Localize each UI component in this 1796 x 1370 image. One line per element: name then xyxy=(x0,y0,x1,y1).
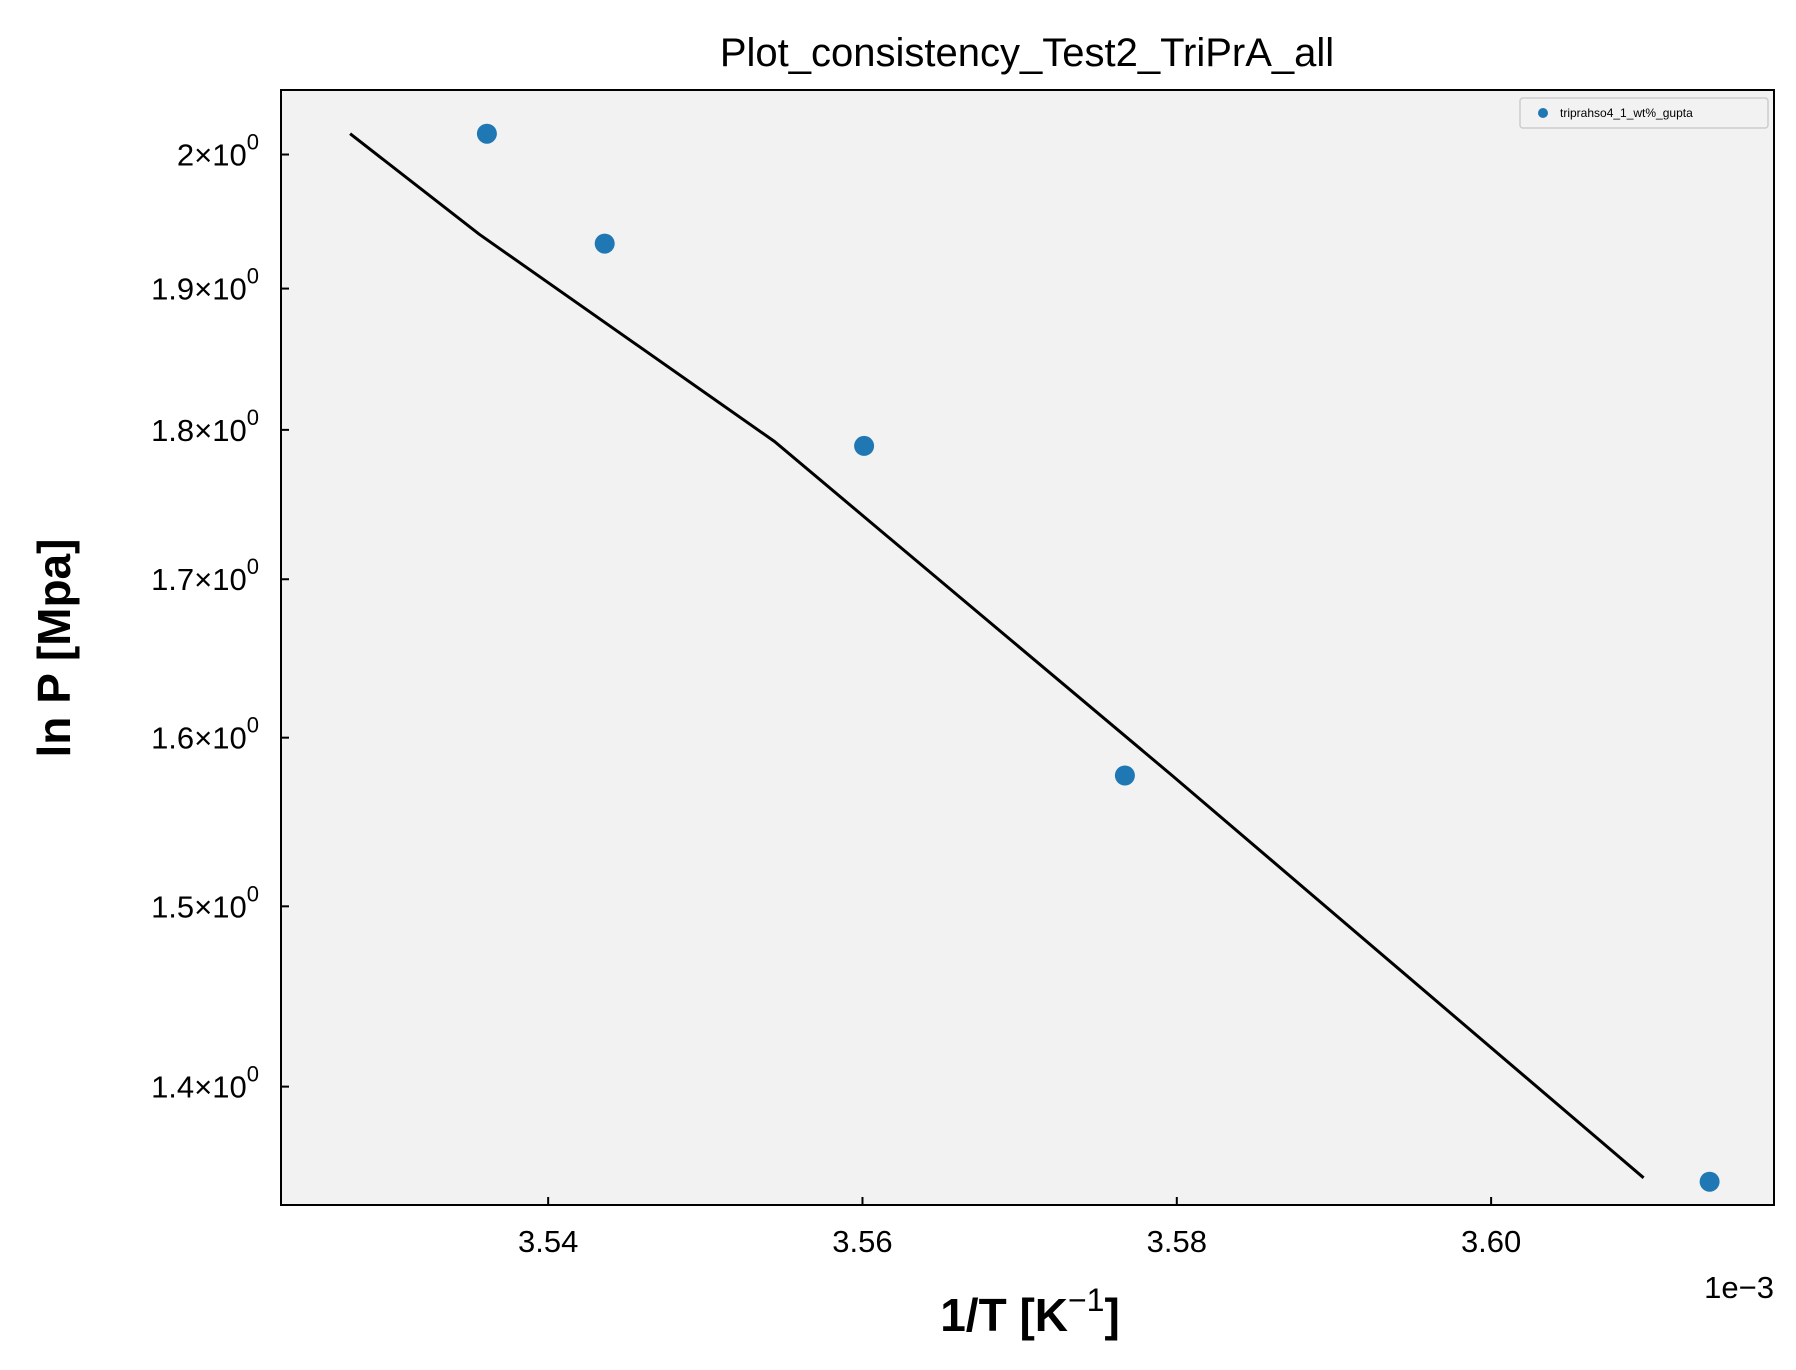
legend: triprahso4_1_wt%_gupta xyxy=(1519,97,1769,129)
x-axis-label-superscript: −1 xyxy=(1068,1282,1104,1318)
y-tick-label: 2×100 xyxy=(177,130,259,173)
y-tick-label: 1.5×100 xyxy=(151,881,259,924)
x-offset-label: 1e−3 xyxy=(1704,1270,1774,1305)
x-tick-label: 3.60 xyxy=(1461,1224,1521,1259)
y-tick-label: 1.6×100 xyxy=(151,713,259,756)
y-tick-label: 1.8×100 xyxy=(151,405,259,448)
x-axis-label: 1/T [K−1] xyxy=(940,1282,1120,1341)
x-axis-label-end: ] xyxy=(1104,1289,1119,1341)
x-tick-label: 3.58 xyxy=(1147,1224,1207,1259)
legend-marker xyxy=(1538,108,1548,118)
scatter-point xyxy=(854,435,875,456)
legend-box xyxy=(1519,97,1769,129)
scatter-point xyxy=(594,233,615,254)
scatter-points-layer xyxy=(476,123,1720,1192)
scatter-point xyxy=(476,123,497,144)
y-tick-label: 1.9×100 xyxy=(151,264,259,307)
y-tick-label: 1.4×100 xyxy=(151,1062,259,1105)
legend-label: triprahso4_1_wt%_gupta xyxy=(1560,106,1693,120)
fit-line xyxy=(349,132,1645,1179)
x-tick-label: 3.54 xyxy=(518,1224,578,1259)
x-tick-label: 3.56 xyxy=(832,1224,892,1259)
y-axis-label: ln P [Mpa] xyxy=(28,539,80,758)
fit-line-layer xyxy=(349,132,1645,1179)
y-tick-label: 1.7×100 xyxy=(151,554,259,597)
plot-frame xyxy=(280,89,1775,1206)
y-axis-ticks: 1.4×100 1.5×100 1.6×100 1.7×100 1.8×100 1.9×1… xyxy=(151,130,289,1105)
x-axis-label-main: 1/T [K xyxy=(940,1289,1068,1341)
chart-title: Plot_consistency_Test2_TriPrA_all xyxy=(720,31,1334,75)
plot-area xyxy=(281,90,1774,1205)
x-axis-ticks: 3.54 3.56 3.58 3.60 xyxy=(518,1197,1521,1259)
scatter-point xyxy=(1699,1171,1720,1192)
scatter-point xyxy=(1114,765,1135,786)
